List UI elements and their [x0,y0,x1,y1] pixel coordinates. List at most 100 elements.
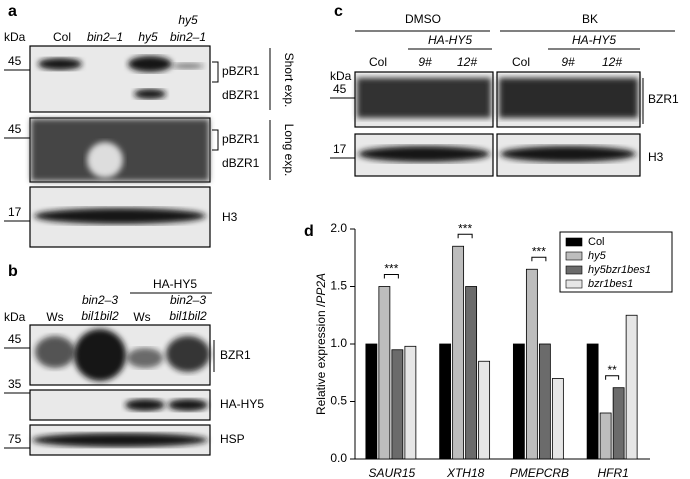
band [32,433,208,447]
exposure: Short exp. [282,53,296,108]
bar [525,268,538,460]
sig-bracket [383,274,399,279]
y-axis-label: Relative expression /PP2A [314,273,328,415]
lane-label: hy5 [138,30,158,44]
band [34,208,206,224]
band [500,146,636,162]
band-label: HA-HY5 [220,397,264,411]
marker: 45 [333,82,347,96]
x-tick-label: PMEPCRB [510,466,569,479]
band [35,336,75,368]
x-tick-label: SAUR15 [369,466,416,479]
marker: 45 [8,332,22,346]
kda: kDa [4,30,26,44]
lane-label: Col [53,30,71,44]
marker: 45 [8,54,22,68]
bar [625,314,638,460]
band-label: dBZR1 [222,156,260,170]
panel-letter: a [8,3,17,20]
sig-label: ** [607,363,617,377]
sig-bracket [531,256,547,262]
band [127,348,163,368]
legend-label: hy5bzr1bes1 [588,264,651,276]
sig-bracket [605,375,620,380]
lane-label: bin2–3 [82,293,118,307]
marker: 75 [8,432,22,446]
bar [465,286,478,460]
marker: 45 [8,122,22,136]
bar [586,343,599,460]
bar [439,343,452,460]
lane-label: Col [369,55,387,69]
lane-label: 9# [561,55,575,69]
legend-label: Col [588,236,605,248]
panel-b: b HA-HY5 kDa Ws bin2–3 bil1bil2 Ws bin2–… [4,263,264,456]
bar [391,349,404,460]
lane-label: bil1bil2 [169,309,207,323]
sig-label: *** [532,244,546,258]
marker: 17 [8,205,22,219]
legend-label: bzr1bes1 [588,278,633,290]
band-label: BZR1 [648,92,679,106]
panel-letter: b [8,263,18,280]
bar [404,345,417,460]
bar [612,387,625,460]
panel-d: d Relative expression /PP2A 0.0 0.5 1.0 1.5… [304,221,673,479]
band [168,399,208,411]
exposure: Long exp. [282,124,296,177]
marker: 17 [333,142,347,156]
bar [538,343,551,460]
treatment: BK [582,12,598,26]
bar [599,412,612,460]
band [38,58,82,70]
lane-label: bil1bil2 [81,309,119,323]
bar [452,245,465,460]
band [166,336,210,372]
legend-swatch [565,279,583,289]
y-label-part: PP2A [314,273,328,304]
band-label: dBZR1 [222,88,260,102]
blot-bg [31,119,209,181]
sig-label: *** [458,221,472,235]
lane-label: Ws [46,310,63,324]
y-tick-label: 0.5 [330,394,347,408]
band [358,146,490,162]
y-tick-label: 1.5 [330,279,347,293]
legend-swatch [565,265,583,275]
band-label: pBZR1 [222,64,260,78]
band-label: H3 [222,210,238,224]
band-label: BZR1 [220,348,251,362]
band [125,399,165,411]
x-tick-label: HFR1 [597,466,628,479]
blot [29,45,211,113]
legend-swatch [565,237,583,247]
y-label-part: Relative expression / [314,303,328,415]
bar [551,378,564,460]
band [499,78,638,118]
band-label: pBZR1 [222,132,260,146]
panel-a: a kDa Col bin2–1 hy5 hy5 bin2–1 45 45 17… [4,3,296,248]
legend-swatch [565,251,583,261]
panel-c: c DMSO BK HA-HY5 HA-HY5 Col 9# 12# Col 9… [330,3,679,177]
y-tick-label: 0.0 [330,451,347,465]
bar [512,343,525,460]
bracket [212,61,219,83]
sig-label: *** [384,262,398,276]
panel-letter: c [334,3,343,20]
lane-label: 12# [457,55,477,69]
bar [365,343,378,460]
band-label: HSP [220,432,245,446]
treatment: DMSO [405,12,441,26]
band [87,142,123,178]
band [134,89,166,99]
y-tick-label: 2.0 [330,221,347,235]
group-label: HA-HY5 [572,33,616,47]
lane-label: Ws [133,310,150,324]
kda: kDa [4,310,26,324]
lane-label: bin2–1 [87,30,123,44]
lane-label: Col [512,55,530,69]
band [357,78,491,118]
group-label: HA-HY5 [428,33,472,47]
kda: kDa [330,69,352,83]
